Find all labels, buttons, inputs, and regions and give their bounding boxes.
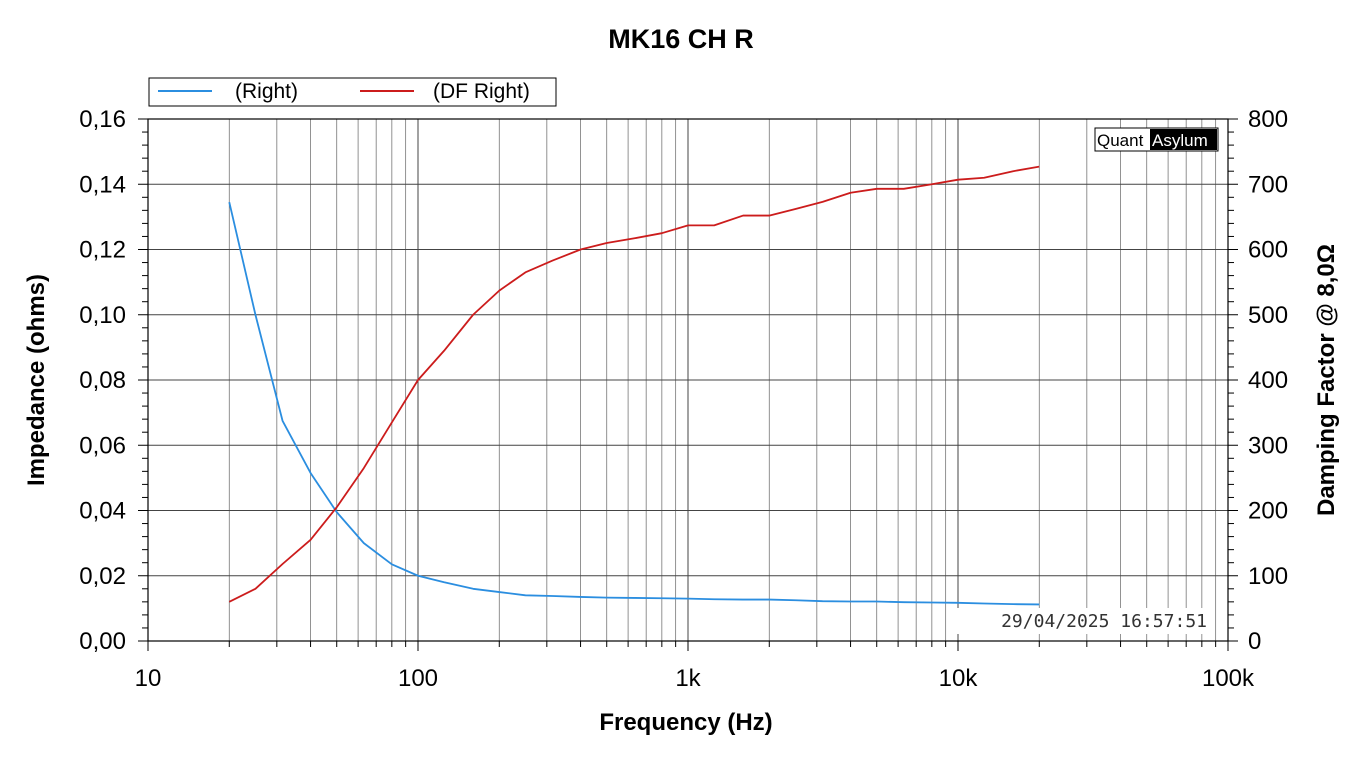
series-line-df-right [228, 165, 1040, 603]
logo-text-quant: Quant [1097, 131, 1144, 150]
right-tick-label: 600 [1248, 237, 1288, 264]
x-tick-label: 10k [939, 665, 979, 692]
left-tick-label: 0,16 [79, 106, 126, 133]
left-tick-label: 0,00 [79, 628, 126, 655]
series [228, 165, 1040, 606]
right-tick-label: 0 [1248, 628, 1261, 655]
x-tick-label: 100k [1202, 665, 1255, 692]
right-tick-label: 400 [1248, 367, 1288, 394]
quantasylum-logo: Quant Asylum [1094, 127, 1219, 152]
left-tick-label: 0,12 [79, 237, 126, 264]
left-tick-label: 0,04 [79, 498, 126, 525]
timestamp-bg [948, 608, 1214, 634]
logo-dark-block [1150, 129, 1217, 150]
tick-labels: 10 100 1k 10k 100k 0,00 0,02 0,04 0,06 0,08 0,10 0,… [79, 106, 1288, 692]
left-tick-label: 0,14 [79, 171, 126, 198]
timestamp: 29/04/2025 16:57:51 [1001, 611, 1207, 632]
x-tick-label: 10 [135, 665, 162, 692]
left-tick-label: 0,08 [79, 367, 126, 394]
legend-label-df-right: (DF Right) [433, 80, 530, 103]
legend-box [148, 77, 557, 107]
chart-title: MK16 CH R [608, 24, 754, 54]
right-tick-label: 200 [1248, 498, 1288, 525]
axis-ticks [138, 118, 1238, 651]
right-tick-label: 100 [1248, 563, 1288, 590]
x-tick-label: 100 [398, 665, 438, 692]
x-axis-title: Frequency (Hz) [599, 709, 772, 736]
right-tick-label: 800 [1248, 106, 1288, 133]
left-tick-label: 0,10 [79, 302, 126, 329]
left-tick-label: 0,06 [79, 432, 126, 459]
legend-label-right: (Right) [235, 80, 298, 103]
x-tick-label: 1k [675, 665, 701, 692]
left-axis-title: Impedance (ohms) [23, 274, 50, 486]
right-tick-label: 300 [1248, 432, 1288, 459]
right-tick-label: 700 [1248, 171, 1288, 198]
grid [148, 119, 1228, 641]
right-tick-label: 500 [1248, 302, 1288, 329]
right-axis-title: Damping Factor @ 8,0Ω [1313, 244, 1340, 516]
logo-text-asylum: Asylum [1152, 131, 1208, 150]
series-line-right [228, 201, 1040, 606]
legend: (Right) (DF Right) [148, 77, 557, 107]
left-tick-label: 0,02 [79, 563, 126, 590]
